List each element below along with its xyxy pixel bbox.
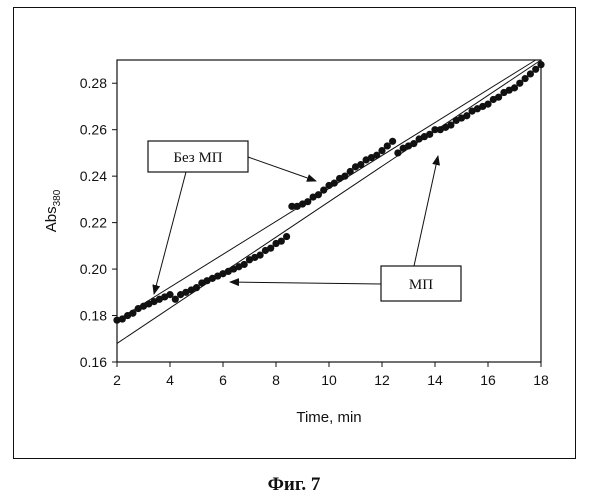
x-tick-label: 6 [219, 372, 227, 388]
reference-line-2 [117, 60, 541, 343]
data-point [389, 138, 396, 145]
y-axis-title: Abs380 [43, 189, 63, 232]
data-point [283, 233, 290, 240]
y-tick-label: 0.16 [80, 354, 107, 370]
callout-arrow-with-field-1 [230, 282, 381, 284]
reference-lines [117, 60, 541, 343]
x-tick-label: 12 [374, 372, 390, 388]
y-axis-title-main: Abs [43, 206, 60, 232]
x-axis-ticks: 2 4 6 8 10 12 14 16 18 [113, 362, 549, 388]
y-tick-label: 0.28 [80, 75, 107, 91]
callout-label-without-field: Без МП [173, 150, 222, 166]
x-tick-label: 16 [480, 372, 496, 388]
callout-arrow-without-field-2 [248, 157, 316, 181]
x-tick-label: 14 [427, 372, 443, 388]
x-tick-label: 2 [113, 372, 121, 388]
figure-caption: Фиг. 7 [268, 474, 321, 495]
y-tick-label: 0.26 [80, 122, 107, 138]
y-axis-ticks: 0.16 0.18 0.20 0.22 0.24 0.26 0.28 [80, 75, 117, 370]
x-tick-label: 8 [272, 372, 280, 388]
callout-arrow-without-field-1 [154, 172, 186, 294]
x-tick-label: 18 [533, 372, 549, 388]
y-tick-label: 0.18 [80, 308, 107, 324]
callout-label-with-field: МП [409, 277, 433, 293]
data-point [537, 61, 544, 68]
y-tick-label: 0.24 [80, 168, 107, 184]
x-tick-label: 10 [321, 372, 337, 388]
y-tick-label: 0.22 [80, 215, 107, 231]
x-tick-label: 4 [166, 372, 174, 388]
y-tick-label: 0.20 [80, 261, 107, 277]
callout-arrow-with-field-2 [414, 156, 438, 266]
x-axis-title: Time, min [296, 409, 361, 426]
y-axis-title-subscript: 380 [52, 189, 63, 206]
